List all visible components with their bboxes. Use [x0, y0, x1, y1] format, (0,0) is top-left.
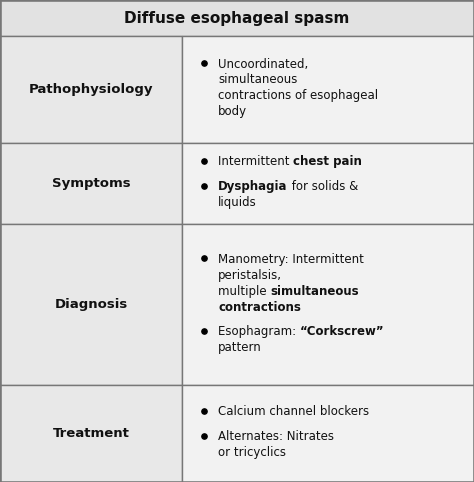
- Bar: [0, 225, 182, 386]
- Text: or tricyclics: or tricyclics: [218, 446, 286, 459]
- Text: multiple: multiple: [218, 284, 270, 297]
- Bar: [182, 225, 474, 386]
- Text: Intermittent: Intermittent: [218, 155, 293, 168]
- Text: body: body: [218, 106, 247, 119]
- Text: simultaneous: simultaneous: [218, 73, 297, 86]
- Text: Alternates: Nitrates: Alternates: Nitrates: [218, 430, 334, 443]
- Text: Manometry: Intermittent: Manometry: Intermittent: [218, 253, 364, 266]
- Bar: [0, 0, 474, 36]
- Text: for solids &: for solids &: [288, 180, 358, 193]
- Text: Symptoms: Symptoms: [52, 177, 130, 190]
- Text: liquids: liquids: [218, 196, 257, 209]
- Bar: [0, 143, 182, 225]
- Bar: [182, 386, 474, 482]
- Text: contractions: contractions: [218, 300, 301, 313]
- Bar: [0, 36, 182, 143]
- Text: Uncoordinated,: Uncoordinated,: [218, 57, 308, 70]
- Text: contractions of esophageal: contractions of esophageal: [218, 89, 378, 102]
- Text: Diffuse esophageal spasm: Diffuse esophageal spasm: [124, 11, 350, 26]
- Text: Esophagram:: Esophagram:: [218, 325, 300, 338]
- Text: Treatment: Treatment: [53, 427, 130, 440]
- Text: “Corkscrew”: “Corkscrew”: [300, 325, 384, 338]
- Text: simultaneous: simultaneous: [270, 284, 359, 297]
- Bar: [182, 143, 474, 225]
- Text: Dysphagia: Dysphagia: [218, 180, 288, 193]
- Bar: [182, 36, 474, 143]
- Text: Calcium channel blockers: Calcium channel blockers: [218, 405, 369, 418]
- Text: Pathophysiology: Pathophysiology: [29, 83, 154, 96]
- Text: pattern: pattern: [218, 341, 262, 354]
- Text: peristalsis,: peristalsis,: [218, 268, 282, 281]
- Text: Diagnosis: Diagnosis: [55, 298, 128, 311]
- Bar: [0, 386, 182, 482]
- Text: chest pain: chest pain: [293, 155, 362, 168]
